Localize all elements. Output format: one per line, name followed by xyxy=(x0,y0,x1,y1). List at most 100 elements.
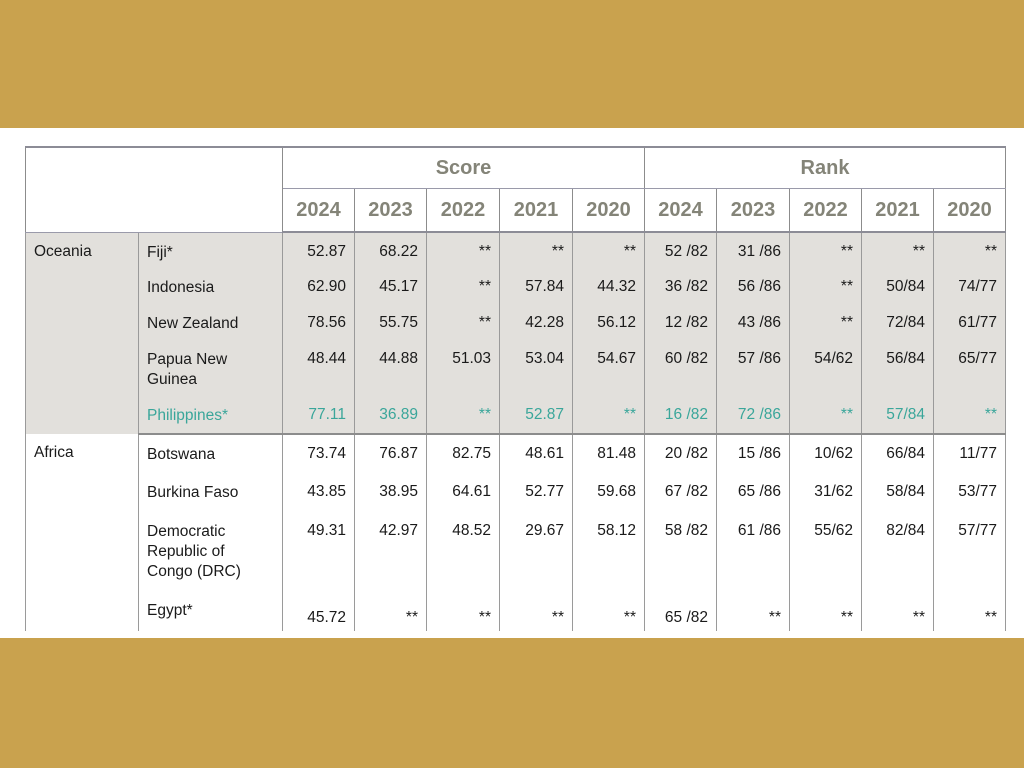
score-cell: ** xyxy=(572,232,645,268)
rank-cell: 10/62 xyxy=(789,434,862,473)
rank-cell: 60 /82 xyxy=(644,340,717,396)
country-cell: Fiji* xyxy=(138,232,283,268)
rank-cell: 57/77 xyxy=(933,512,1006,591)
table-row: Philippines* 77.11 36.89 ** 52.87 ** 16 /82 72 … xyxy=(26,396,1006,435)
score-cell: ** xyxy=(426,232,500,268)
rank-cell: 55/62 xyxy=(789,512,862,591)
score-cell: 57.84 xyxy=(499,268,573,304)
country-cell: Egypt* xyxy=(138,591,283,631)
score-year-header: 2022 xyxy=(426,188,500,233)
rank-cell: 61/77 xyxy=(933,304,1006,340)
country-cell: Indonesia xyxy=(138,268,283,304)
rank-cell: 65 /82 xyxy=(644,591,717,631)
rank-cell: 50/84 xyxy=(861,268,934,304)
country-cell: Philippines* xyxy=(138,396,283,435)
score-cell: 38.95 xyxy=(354,473,427,512)
score-cell: 48.44 xyxy=(282,340,355,396)
rank-cell: 52 /82 xyxy=(644,232,717,268)
rank-cell: ** xyxy=(789,268,862,304)
rank-cell: 65/77 xyxy=(933,340,1006,396)
rank-cell: 12 /82 xyxy=(644,304,717,340)
rank-year-header: 2020 xyxy=(933,188,1006,233)
score-cell: 43.85 xyxy=(282,473,355,512)
rank-cell: ** xyxy=(861,591,934,631)
rank-cell: 56 /86 xyxy=(716,268,790,304)
score-cell: 54.67 xyxy=(572,340,645,396)
score-cell: 77.11 xyxy=(282,396,355,435)
score-cell: 82.75 xyxy=(426,434,500,473)
rank-cell: 20 /82 xyxy=(644,434,717,473)
rank-cell: 15 /86 xyxy=(716,434,790,473)
rank-cell: ** xyxy=(789,396,862,435)
rank-cell: 53/77 xyxy=(933,473,1006,512)
score-cell: 64.61 xyxy=(426,473,500,512)
score-cell: 49.31 xyxy=(282,512,355,591)
score-cell: 78.56 xyxy=(282,304,355,340)
score-cell: 36.89 xyxy=(354,396,427,435)
rank-cell: 82/84 xyxy=(861,512,934,591)
rank-cell: 72 /86 xyxy=(716,396,790,435)
score-cell: 44.88 xyxy=(354,340,427,396)
score-cell: 52.87 xyxy=(499,396,573,435)
score-cell: ** xyxy=(426,268,500,304)
score-cell: 58.12 xyxy=(572,512,645,591)
rank-year-header: 2024 xyxy=(644,188,717,233)
score-cell: 29.67 xyxy=(499,512,573,591)
rank-cell: 43 /86 xyxy=(716,304,790,340)
table-row: Africa Botswana 73.74 76.87 82.75 48.61 81.48 2… xyxy=(25,434,1006,631)
country-cell: Burkina Faso xyxy=(138,473,283,512)
table-row: Egypt* 45.72 ** ** ** ** 65 /82 ** ** ** ** xyxy=(26,591,1006,631)
rank-cell: 16 /82 xyxy=(644,396,717,435)
rank-cell: 72/84 xyxy=(861,304,934,340)
score-cell: 48.52 xyxy=(426,512,500,591)
table-row: Democratic Republic of Congo (DRC) 49.31 4… xyxy=(26,512,1006,591)
score-cell: 51.03 xyxy=(426,340,500,396)
score-cell: 53.04 xyxy=(499,340,573,396)
score-cell: 42.28 xyxy=(499,304,573,340)
rank-cell: 54/62 xyxy=(789,340,862,396)
country-cell: Botswana xyxy=(138,434,283,473)
score-cell: 59.68 xyxy=(572,473,645,512)
document-page: Score Rank 2024 2023 2022 2021 2020 2024… xyxy=(0,128,1024,638)
score-cell: 45.72 xyxy=(282,591,355,631)
rank-cell: 57/84 xyxy=(861,396,934,435)
rank-cell: 67 /82 xyxy=(644,473,717,512)
rank-cell: 31/62 xyxy=(789,473,862,512)
score-cell: ** xyxy=(499,591,573,631)
rank-cell: ** xyxy=(789,304,862,340)
score-cell: 48.61 xyxy=(499,434,573,473)
rank-cell: 66/84 xyxy=(861,434,934,473)
rank-cell: 61 /86 xyxy=(716,512,790,591)
table-row: Oceania Fiji* 52.87 68.22 ** ** ** 52 /82 31 /86… xyxy=(25,232,1006,434)
score-year-header: 2020 xyxy=(572,188,645,233)
rank-cell: ** xyxy=(716,591,790,631)
rank-cell: 58/84 xyxy=(861,473,934,512)
score-cell: 81.48 xyxy=(572,434,645,473)
score-cell: 42.97 xyxy=(354,512,427,591)
rank-cell: 65 /86 xyxy=(716,473,790,512)
rank-header: Rank xyxy=(644,146,1006,189)
score-cell: ** xyxy=(426,591,500,631)
rank-cell: ** xyxy=(789,591,862,631)
score-rank-table: Score Rank 2024 2023 2022 2021 2020 2024… xyxy=(25,146,1006,631)
score-cell: 44.32 xyxy=(572,268,645,304)
score-cell: ** xyxy=(426,396,500,435)
country-cell: Democratic Republic of Congo (DRC) xyxy=(138,512,283,591)
score-cell: 55.75 xyxy=(354,304,427,340)
table-row: New Zealand 78.56 55.75 ** 42.28 56.12 12 /82 4… xyxy=(26,304,1006,340)
corner-cell xyxy=(25,146,283,233)
rank-year-header: 2023 xyxy=(716,188,790,233)
score-cell: 52.87 xyxy=(282,232,355,268)
table-row: Indonesia 62.90 45.17 ** 57.84 44.32 36 /82 56 … xyxy=(26,268,1006,304)
score-cell: 45.17 xyxy=(354,268,427,304)
score-cell: 56.12 xyxy=(572,304,645,340)
score-cell: ** xyxy=(499,232,573,268)
rank-cell: ** xyxy=(933,591,1006,631)
score-cell: 68.22 xyxy=(354,232,427,268)
rank-cell: 36 /82 xyxy=(644,268,717,304)
rank-cell: 57 /86 xyxy=(716,340,790,396)
rank-cell: 56/84 xyxy=(861,340,934,396)
rank-year-header: 2021 xyxy=(861,188,934,233)
rank-cell: 31 /86 xyxy=(716,232,790,268)
score-cell: ** xyxy=(572,591,645,631)
